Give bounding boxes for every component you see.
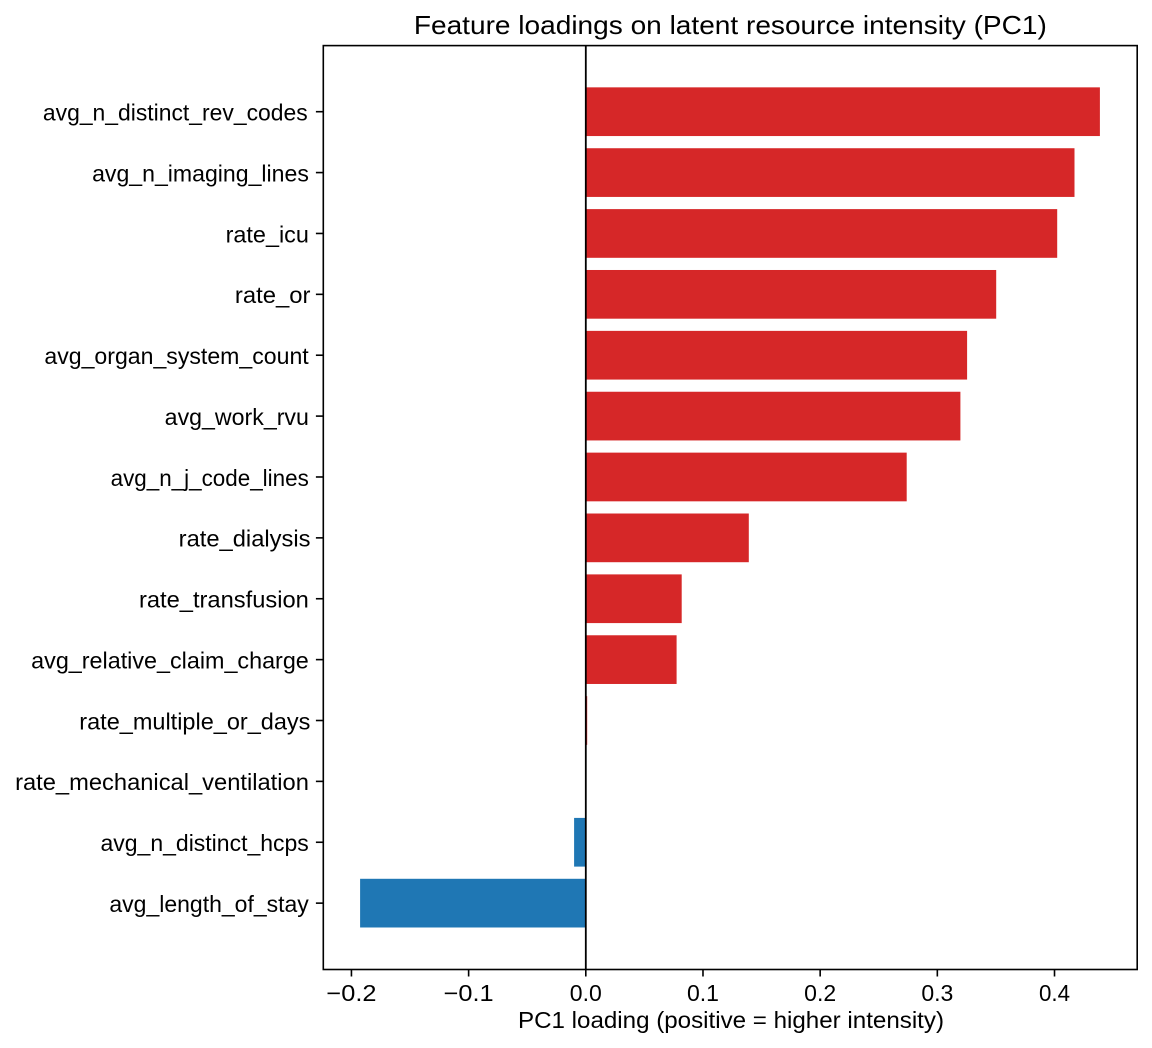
svg-text:rate_icu: rate_icu bbox=[226, 221, 309, 247]
svg-text:0.3: 0.3 bbox=[921, 980, 953, 1006]
svg-text:−0.2: −0.2 bbox=[326, 980, 376, 1006]
svg-text:avg_work_rvu: avg_work_rvu bbox=[165, 404, 309, 430]
svg-text:0.4: 0.4 bbox=[1039, 980, 1070, 1006]
svg-text:rate_or: rate_or bbox=[235, 282, 311, 308]
svg-text:avg_n_distinct_hcps: avg_n_distinct_hcps bbox=[101, 830, 309, 856]
svg-text:avg_n_imaging_lines: avg_n_imaging_lines bbox=[92, 160, 309, 186]
svg-text:avg_length_of_stay: avg_length_of_stay bbox=[109, 891, 309, 917]
svg-text:Feature loadings on latent res: Feature loadings on latent resource inte… bbox=[414, 10, 1047, 40]
svg-text:rate_mechanical_ventilation: rate_mechanical_ventilation bbox=[15, 769, 309, 795]
svg-text:0.1: 0.1 bbox=[687, 980, 719, 1006]
svg-text:rate_multiple_or_days: rate_multiple_or_days bbox=[79, 708, 310, 734]
svg-text:avg_relative_claim_charge: avg_relative_claim_charge bbox=[31, 647, 309, 673]
svg-text:avg_n_distinct_rev_codes: avg_n_distinct_rev_codes bbox=[43, 100, 308, 126]
svg-text:avg_n_j_code_lines: avg_n_j_code_lines bbox=[111, 465, 309, 491]
svg-text:PC1 loading (positive = higher: PC1 loading (positive = higher intensity… bbox=[518, 1007, 944, 1033]
svg-text:rate_dialysis: rate_dialysis bbox=[179, 526, 311, 552]
svg-text:0.0: 0.0 bbox=[570, 980, 602, 1006]
svg-text:0.2: 0.2 bbox=[804, 980, 836, 1006]
svg-text:−0.1: −0.1 bbox=[444, 980, 494, 1006]
svg-text:avg_organ_system_count: avg_organ_system_count bbox=[44, 343, 309, 369]
svg-text:rate_transfusion: rate_transfusion bbox=[139, 587, 309, 613]
